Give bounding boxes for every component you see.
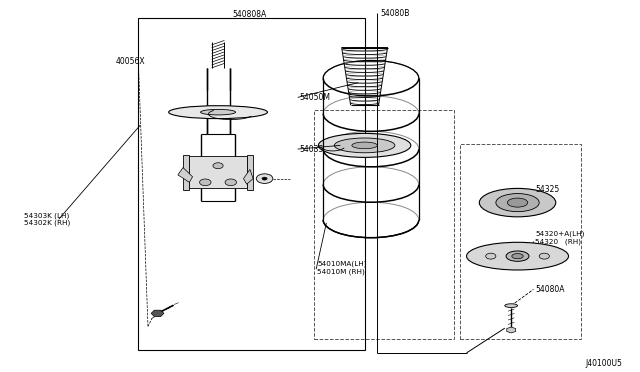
Ellipse shape — [169, 106, 268, 119]
Text: 54320+A(LH): 54320+A(LH) — [536, 230, 585, 237]
Text: J40100U5: J40100U5 — [586, 359, 623, 368]
Ellipse shape — [319, 134, 411, 157]
Ellipse shape — [512, 254, 524, 259]
Polygon shape — [189, 157, 246, 188]
Ellipse shape — [467, 242, 568, 270]
Circle shape — [540, 253, 549, 259]
Text: 54303K (LH): 54303K (LH) — [24, 212, 69, 219]
Text: 54320   (RH): 54320 (RH) — [536, 238, 581, 245]
Ellipse shape — [508, 198, 528, 207]
Polygon shape — [246, 155, 253, 190]
Text: 54325: 54325 — [536, 185, 559, 194]
Polygon shape — [178, 167, 193, 182]
Circle shape — [225, 179, 237, 186]
Ellipse shape — [352, 142, 378, 149]
Ellipse shape — [200, 109, 236, 115]
Bar — [138, 18, 365, 350]
Text: 54010M (RH): 54010M (RH) — [317, 269, 365, 275]
Polygon shape — [183, 155, 189, 190]
Ellipse shape — [479, 188, 556, 217]
Text: 54010MA(LH): 54010MA(LH) — [317, 260, 367, 267]
Ellipse shape — [505, 304, 518, 308]
Text: 40056X: 40056X — [116, 57, 146, 66]
Ellipse shape — [334, 138, 395, 153]
Polygon shape — [151, 310, 164, 317]
Bar — [460, 144, 581, 339]
Circle shape — [200, 179, 211, 186]
Text: 54035: 54035 — [300, 145, 324, 154]
Ellipse shape — [506, 251, 529, 261]
Circle shape — [486, 253, 496, 259]
Text: 54080B: 54080B — [381, 9, 410, 18]
Text: 540808A: 540808A — [233, 10, 267, 19]
Text: 54302K (RH): 54302K (RH) — [24, 220, 70, 226]
Polygon shape — [244, 169, 253, 184]
Text: 54050M: 54050M — [300, 93, 331, 102]
Circle shape — [262, 177, 267, 180]
Polygon shape — [507, 327, 516, 333]
Circle shape — [213, 163, 223, 169]
Ellipse shape — [496, 193, 540, 212]
Text: 54080A: 54080A — [536, 285, 565, 294]
Circle shape — [256, 174, 273, 183]
Bar — [314, 110, 454, 339]
